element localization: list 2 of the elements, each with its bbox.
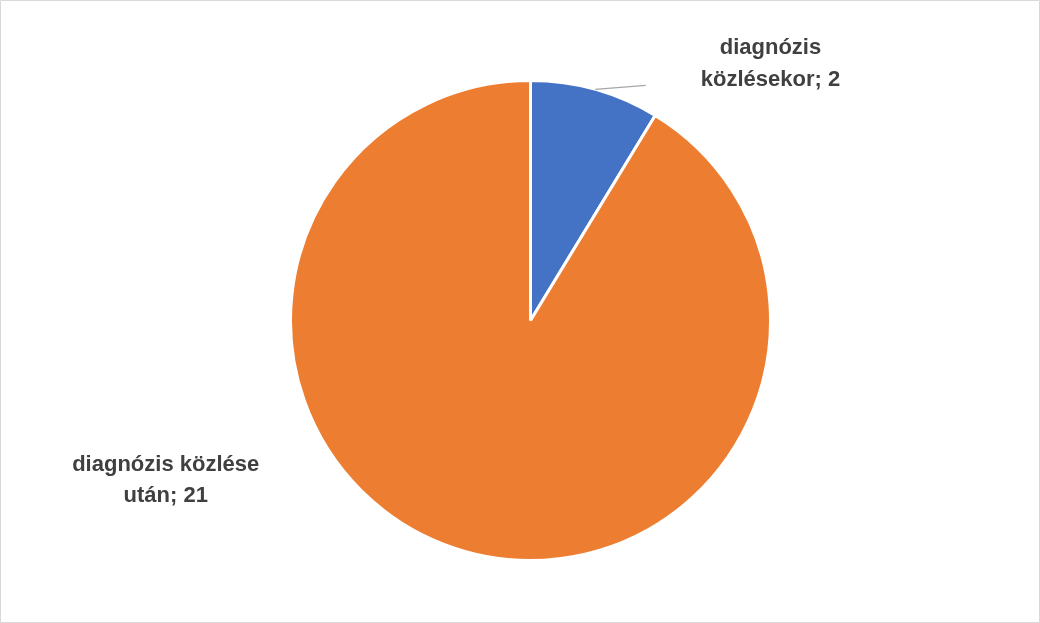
slice-label: diagnózis közlése után; 21	[72, 450, 260, 508]
slice-label: diagnózis közlésekor; 2	[700, 34, 841, 91]
